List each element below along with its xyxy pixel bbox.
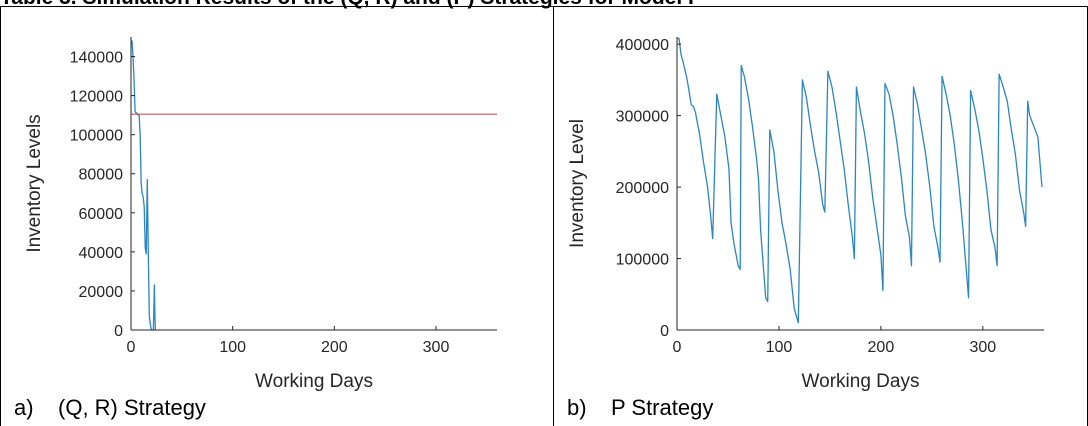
y-tick-label: 0 (114, 323, 123, 340)
y-tick-label: 100000 (70, 128, 123, 145)
x-axis-label: Working Days (802, 371, 920, 392)
y-tick-label: 400000 (616, 37, 669, 54)
series-line-1 (677, 37, 1043, 324)
y-tick-label: 60000 (79, 206, 124, 223)
x-tick-label: 0 (673, 339, 682, 356)
x-tick-label: 0 (127, 339, 136, 356)
y-tick-label: 120000 (70, 89, 123, 106)
y-axis-label: Inventory Levels (24, 114, 45, 252)
y-tick-label: 80000 (79, 167, 124, 184)
y-tick-label: 100000 (616, 252, 669, 269)
frame-top-border (0, 6, 1088, 7)
x-tick-label: 100 (219, 339, 246, 356)
top-title: Table 3. Simulation Results of the (Q, R… (0, 0, 694, 9)
y-tick-label: 20000 (79, 284, 124, 301)
x-tick-label: 300 (423, 339, 450, 356)
x-tick-label: 200 (321, 339, 348, 356)
series-line-1 (131, 40, 157, 331)
chart-qr: 0 100 200 300 0 20000 40000 60000 80000 100000 120… (24, 37, 497, 392)
caption-right: b) P Strategy (567, 395, 714, 420)
y-axis-label: Inventory Level (567, 119, 588, 248)
y-tick-label: 300000 (616, 109, 669, 126)
y-tick-label: 140000 (70, 50, 123, 67)
x-tick-label: 300 (969, 339, 996, 356)
x-axis-label: Working Days (255, 371, 373, 392)
x-tick-label: 200 (868, 339, 895, 356)
y-tick-label: 200000 (616, 180, 669, 197)
frame-divider (553, 6, 554, 426)
y-tick-label: 0 (660, 323, 669, 340)
frame-left-border (0, 6, 1, 426)
y-tick-label: 40000 (79, 245, 124, 262)
chart-p: 0 100 200 300 0 100000 200000 300000 400000 Worki… (567, 37, 1044, 392)
caption-left: a) (Q, R) Strategy (14, 395, 206, 420)
x-tick-label: 100 (766, 339, 793, 356)
